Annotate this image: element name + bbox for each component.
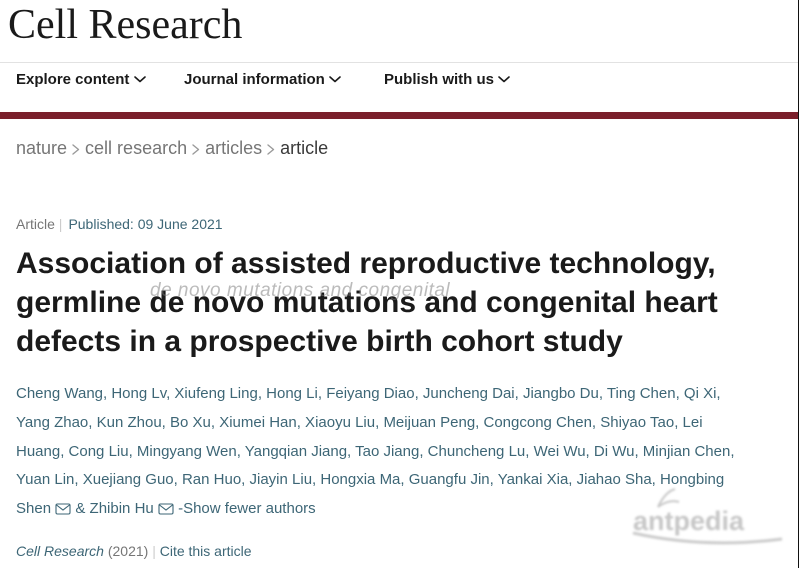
svg-text:antpedia: antpedia [633,506,745,536]
